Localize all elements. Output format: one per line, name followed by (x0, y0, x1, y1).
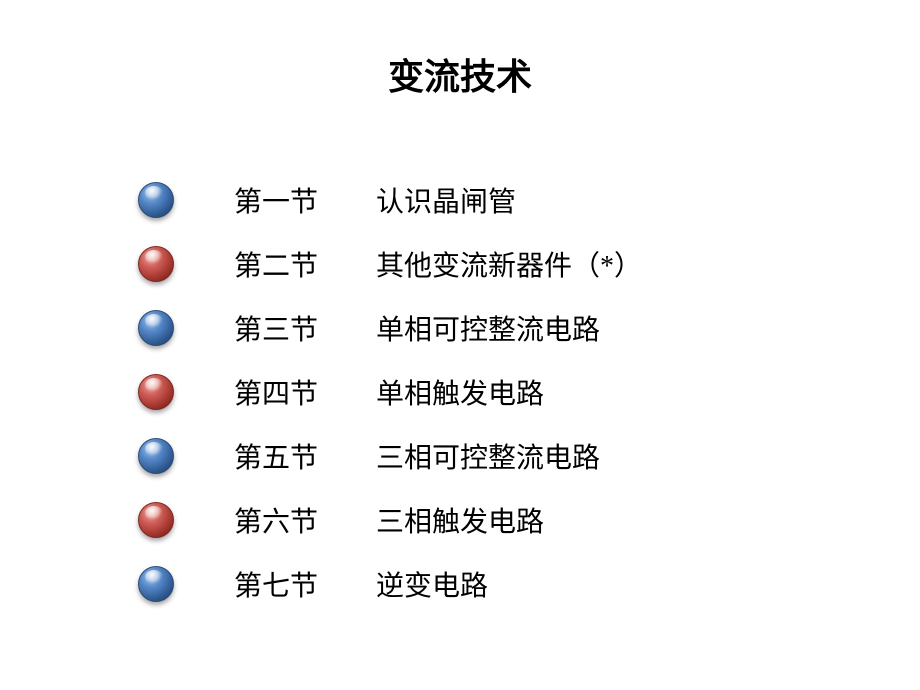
list-item: 第四节 单相触发电路 (138, 360, 642, 424)
section-label: 第七节 (234, 564, 349, 604)
section-title: 三相触发电路 (376, 500, 544, 540)
section-list: 第一节 认识晶闸管 第二节 其他变流新器件（*） 第三节 单相可控整流电路 第四… (138, 168, 642, 616)
list-item: 第七节 逆变电路 (138, 552, 642, 616)
section-label: 第二节 (234, 244, 349, 284)
section-label: 第一节 (234, 180, 349, 220)
section-label: 第六节 (234, 500, 349, 540)
bullet-icon (138, 374, 174, 410)
item-text: 第五节 三相可控整流电路 (234, 436, 600, 476)
bullet-icon (138, 182, 174, 218)
section-title: 逆变电路 (376, 564, 488, 604)
bullet-icon (138, 246, 174, 282)
section-label: 第四节 (234, 372, 349, 412)
item-text: 第七节 逆变电路 (234, 564, 488, 604)
list-item: 第二节 其他变流新器件（*） (138, 232, 642, 296)
section-title: 单相可控整流电路 (376, 308, 600, 348)
list-item: 第六节 三相触发电路 (138, 488, 642, 552)
bullet-icon (138, 502, 174, 538)
list-item: 第三节 单相可控整流电路 (138, 296, 642, 360)
item-text: 第三节 单相可控整流电路 (234, 308, 600, 348)
item-text: 第二节 其他变流新器件（*） (234, 244, 642, 284)
section-title: 单相触发电路 (376, 372, 544, 412)
section-title: 三相可控整流电路 (376, 436, 600, 476)
bullet-icon (138, 566, 174, 602)
item-text: 第一节 认识晶闸管 (234, 180, 516, 220)
item-text: 第四节 单相触发电路 (234, 372, 544, 412)
page-title: 变流技术 (0, 48, 920, 100)
item-text: 第六节 三相触发电路 (234, 500, 544, 540)
bullet-icon (138, 438, 174, 474)
section-label: 第三节 (234, 308, 349, 348)
section-title: 认识晶闸管 (376, 180, 516, 220)
list-item: 第五节 三相可控整流电路 (138, 424, 642, 488)
bullet-icon (138, 310, 174, 346)
section-label: 第五节 (234, 436, 349, 476)
list-item: 第一节 认识晶闸管 (138, 168, 642, 232)
section-title: 其他变流新器件（*） (376, 244, 642, 284)
